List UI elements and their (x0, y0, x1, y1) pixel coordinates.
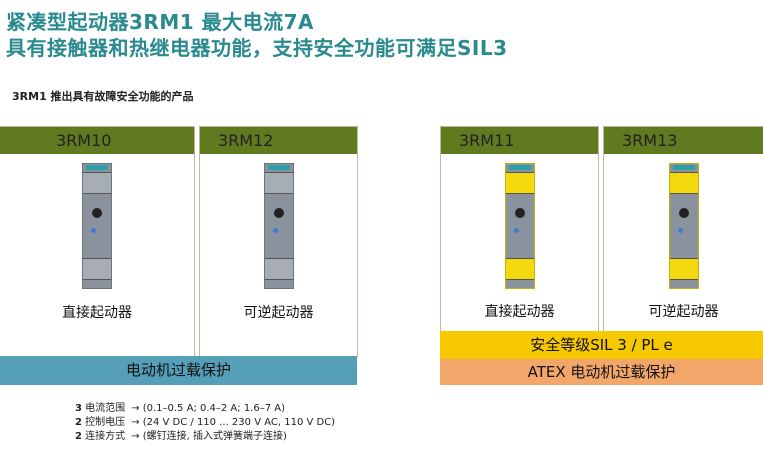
spec-count: 2 (75, 417, 82, 428)
spec-row: 2 连接方式 → (螺钉连接, 插入式弹簧端子连接) (75, 430, 335, 444)
card-3rm13: 3RM13 可逆起动器 (603, 126, 763, 332)
card-model: 3RM12 (200, 127, 357, 154)
spec-count: 3 (75, 403, 82, 414)
safety-starter-device-image (668, 163, 699, 289)
spec-row: 2 控制电压 → (24 V DC / 110 ... 230 V AC, 110… (75, 416, 335, 430)
spec-list: 3 电流范围 → (0.1–0.5 A; 0.4–2 A; 1.6–7 A) 2 … (75, 402, 335, 444)
subtitle: 3RM1 推出具有故障安全功能的产品 (12, 90, 194, 103)
title-line-2: 具有接触器和热继电器功能，支持安全功能可满足SIL3 (6, 36, 508, 60)
card-label: 直接起动器 (484, 304, 555, 320)
spec-name: 连接方式 (85, 431, 126, 442)
starter-device-image (82, 163, 112, 289)
spec-value: → (0.1–0.5 A; 0.4–2 A; 1.6–7 A) (131, 403, 286, 414)
spec-name: 控制电压 (85, 417, 126, 428)
card-3rm12: 3RM12 可逆起动器 (199, 126, 358, 357)
spec-row: 3 电流范围 → (0.1–0.5 A; 0.4–2 A; 1.6–7 A) (75, 402, 335, 416)
card-label: 可逆起动器 (243, 305, 314, 321)
card-model: 3RM13 (604, 127, 763, 154)
card-3rm11: 3RM11 直接起动器 (440, 126, 599, 332)
card-label: 可逆起动器 (648, 304, 719, 320)
card-model: 3RM10 (0, 127, 194, 154)
card-model: 3RM11 (441, 127, 598, 154)
safety-starter-device-image (504, 163, 535, 289)
title-line-1: 紧凑型起动器3RM1 最大电流7A (6, 10, 314, 34)
card-3rm10: 3RM10 直接起动器 (0, 126, 195, 357)
spec-count: 2 (75, 431, 82, 442)
card-label: 直接起动器 (62, 305, 132, 321)
starter-device-image (263, 163, 294, 289)
spec-value: → (24 V DC / 110 ... 230 V AC, 110 V DC) (131, 417, 336, 428)
spec-name: 电流范围 (85, 403, 126, 414)
spec-value: → (螺钉连接, 插入式弹簧端子连接) (131, 431, 287, 442)
overload-protection-bar: 电动机过载保护 (0, 356, 357, 385)
safety-level-bar: 安全等级SIL 3 / PL e (440, 331, 763, 359)
atex-bar: ATEX 电动机过载保护 (440, 359, 763, 385)
